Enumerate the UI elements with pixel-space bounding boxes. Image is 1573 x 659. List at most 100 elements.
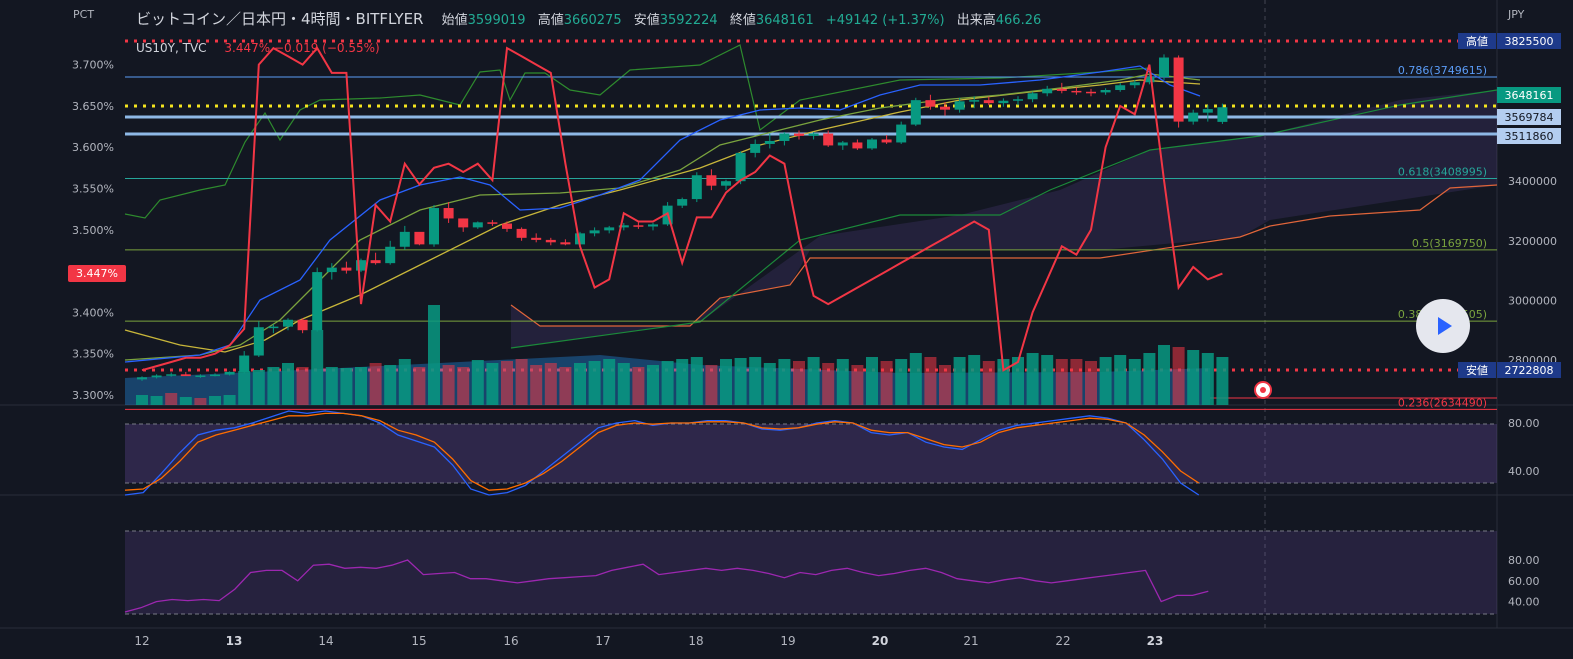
lagging-span	[124, 44, 1151, 219]
volume-bar	[471, 360, 484, 405]
candle-body	[604, 227, 615, 231]
volume-bar	[982, 361, 995, 405]
volume-bar	[1114, 355, 1127, 405]
change-value: +49142 (+1.37%)	[825, 13, 945, 28]
right-axis-tick: 3200000	[1508, 235, 1557, 248]
volume-bar	[588, 361, 601, 405]
candle-body	[677, 199, 688, 206]
moving-average-fast	[124, 65, 1201, 363]
alert-marker-icon[interactable]	[1254, 381, 1272, 399]
candle-body	[954, 101, 965, 110]
stochastic-band	[125, 424, 1497, 483]
candle-body	[1202, 109, 1213, 113]
candle-body	[297, 319, 308, 331]
volume-bar	[340, 368, 353, 405]
candle-body	[1086, 91, 1096, 94]
time-axis-tick: 17	[595, 634, 610, 648]
volume-bar	[880, 361, 893, 405]
volume-bar	[822, 363, 835, 405]
candle-body	[779, 133, 790, 141]
volume-bar	[267, 367, 280, 405]
volume-bar	[1055, 359, 1068, 405]
time-axis-tick: 19	[780, 634, 795, 648]
candle-body	[312, 272, 323, 331]
candle-body	[326, 267, 337, 273]
candle-body	[691, 175, 702, 200]
candle-body	[764, 140, 775, 144]
candle-body	[137, 377, 147, 380]
candle-body	[560, 242, 571, 245]
volume-bar	[866, 357, 878, 405]
volume-bar	[136, 395, 148, 405]
volume-bar	[676, 359, 689, 405]
candle-body	[867, 139, 877, 149]
level-tag-bg	[1497, 87, 1561, 103]
rsi-line	[124, 559, 1209, 613]
left-axis-tick: 3.500%	[72, 224, 114, 237]
candle-body	[1129, 82, 1140, 86]
candle-body	[1188, 112, 1199, 122]
rsi-axis-tick: 80.00	[1508, 554, 1540, 567]
volume-bar	[252, 370, 265, 405]
candle-body	[458, 218, 469, 228]
candle-body	[1115, 85, 1126, 91]
volume-bar	[851, 365, 864, 405]
compare-legend[interactable]: US10Y, TVC 3.447% −0.019 (−0.55%)	[136, 41, 380, 55]
candle-body	[794, 133, 804, 136]
symbol-title[interactable]: ビットコイン／日本円・4時間・BITFLYER	[136, 10, 424, 28]
volume-bar	[793, 361, 805, 405]
candle-body	[925, 100, 936, 107]
level-tag-label: 高値	[1466, 34, 1488, 48]
time-axis-tick: 12	[134, 634, 149, 648]
volume-bar	[1041, 355, 1054, 405]
volume-bar	[1158, 345, 1170, 405]
candle-body	[969, 100, 980, 102]
volume-bar	[705, 365, 718, 405]
candle-body	[356, 260, 366, 271]
moving-average-mid	[124, 73, 1201, 361]
level-tag-bg	[1497, 33, 1561, 49]
volume-bar	[997, 359, 1010, 405]
volume-bar	[150, 396, 163, 405]
level-tag-value: 3569784	[1505, 111, 1554, 124]
candle-body	[1159, 57, 1169, 77]
candle-body	[502, 223, 512, 229]
candle-body	[253, 327, 264, 356]
candle-body	[370, 260, 381, 264]
candle-body	[575, 233, 585, 245]
level-tag-bg	[1497, 109, 1561, 125]
candle-body	[531, 237, 542, 240]
candle-body	[750, 143, 761, 153]
volume-bar	[1143, 353, 1156, 405]
volume-bar	[1099, 357, 1112, 405]
level-tag-value: 2722808	[1505, 364, 1554, 377]
compare-value: 3.447% −0.019 (−0.55%)	[224, 41, 380, 55]
fib-level-label: 0.786(3749615)	[1398, 64, 1487, 77]
candle-body	[239, 355, 250, 372]
low-label: 安値	[633, 13, 660, 28]
candle-body	[545, 239, 556, 243]
volume-bar	[1172, 347, 1185, 405]
candle-body	[983, 100, 994, 104]
level-tag-label-bg	[1458, 33, 1496, 49]
volume-bar	[720, 359, 732, 405]
candle-body	[706, 175, 717, 186]
replay-play-button[interactable]	[1416, 299, 1470, 353]
time-axis-tick: 13	[226, 634, 243, 648]
volume-bar	[647, 365, 659, 405]
candle-body	[443, 208, 454, 219]
volume-bar	[282, 363, 294, 405]
high-label: 高値	[537, 13, 564, 28]
time-axis-tick: 16	[503, 634, 518, 648]
candle-body	[881, 139, 892, 143]
volume-bar	[559, 367, 572, 405]
volume-bar	[778, 359, 791, 405]
volume-bar	[909, 353, 922, 405]
candle-body	[268, 326, 279, 329]
cloud-span-a	[510, 89, 1498, 349]
stochastic-d-line	[124, 412, 1200, 491]
candle-body	[998, 100, 1009, 104]
volume-bar	[544, 363, 557, 405]
volume-bar	[179, 397, 192, 405]
